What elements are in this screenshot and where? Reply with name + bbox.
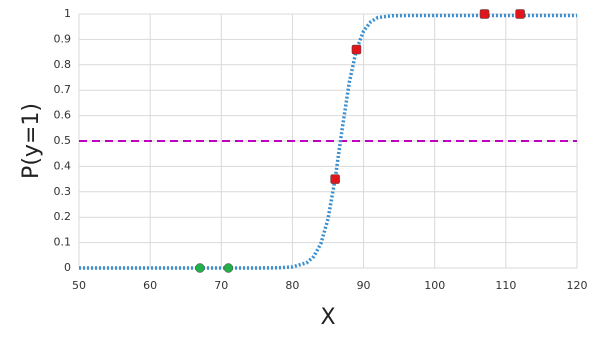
y-tick-label: 0.4 [54,159,72,172]
y-tick-label: 0.7 [54,83,72,96]
y-tick-label: 0.5 [54,134,72,147]
point [195,263,205,273]
point [479,9,490,19]
y-tick-label: 1 [64,7,71,20]
point [515,9,525,19]
x-axis-title: X [320,305,335,330]
y-tick-label: 0.3 [54,185,72,198]
x-tick-label: 110 [495,279,516,292]
y-axis-title: P(y=1) [19,103,44,179]
point [223,263,234,273]
x-tick-label: 100 [424,279,445,292]
x-tick-label: 90 [357,279,371,292]
y-tick-label: 0 [64,261,71,274]
curve [79,13,577,270]
y-tick-label: 0.9 [54,32,72,45]
point [351,44,362,55]
x-tick-label: 60 [143,279,157,292]
x-tick-label: 80 [285,279,299,292]
x-tick-label: 50 [72,279,86,292]
y-tick-label: 0.2 [54,210,72,223]
y-tick-label: 0.1 [54,236,72,249]
x-tick-label: 120 [567,279,588,292]
y-tick-label: 0.8 [54,58,72,71]
point [330,174,340,184]
x-tick-label: 70 [214,279,228,292]
y-tick-label: 0.6 [54,109,72,122]
